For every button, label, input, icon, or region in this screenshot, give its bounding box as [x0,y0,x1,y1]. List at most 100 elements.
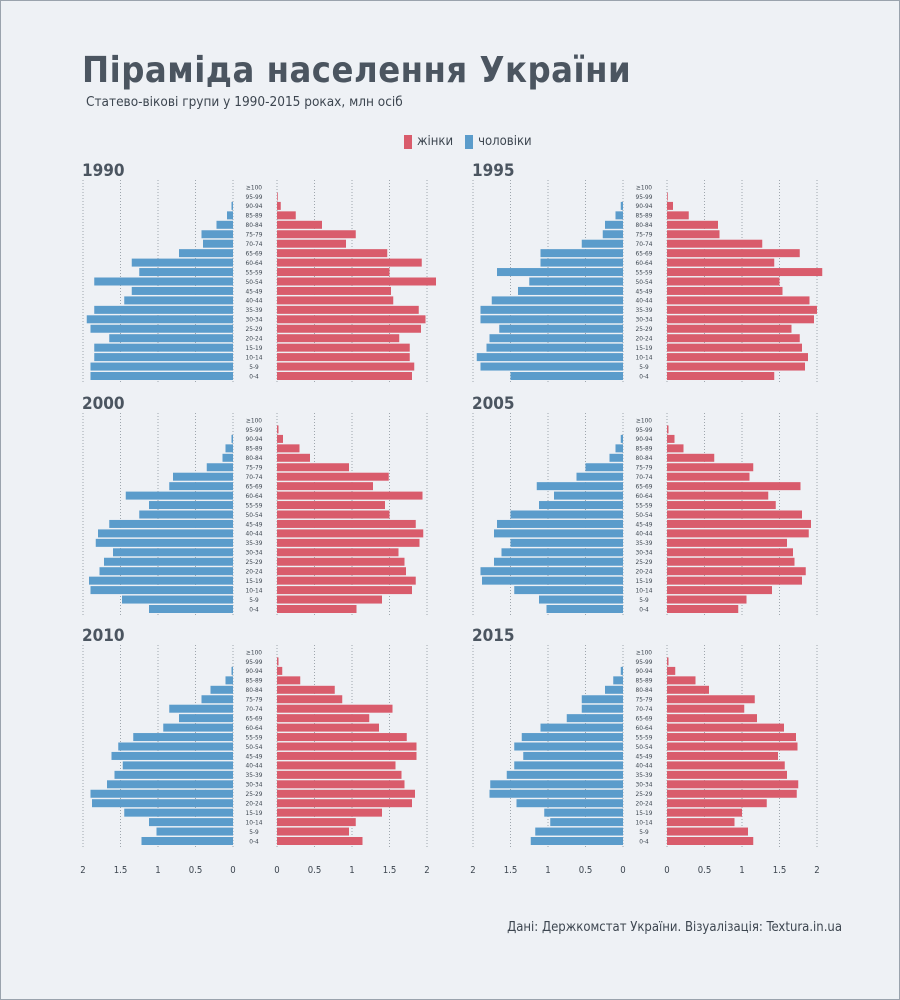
bar-women [277,453,310,462]
bar-women [277,192,278,201]
bar-men [149,605,233,613]
bar-women [277,548,399,557]
bar-men [131,258,233,267]
age-label: 5-9 [249,363,259,371]
bar-men [615,211,623,220]
age-label: ≥100 [246,648,262,656]
age-label: 35-39 [636,771,653,779]
bar-women [667,501,776,510]
age-label: 80-84 [636,454,653,462]
age-label: 10-14 [246,586,263,594]
bar-women [667,808,742,817]
bar-men [139,268,233,277]
age-label: 65-69 [636,714,653,722]
age-label: 5-9 [639,363,649,371]
bar-women [277,239,346,248]
age-label: 45-49 [636,752,653,760]
tick-label-women: 0 [664,865,669,876]
age-label: 45-49 [246,520,263,528]
tick-label-women: 1 [349,865,354,876]
bar-men [605,685,623,694]
bar-men [90,586,233,595]
bar-women [277,605,357,613]
bar-men [94,305,233,314]
bar-men [122,595,233,604]
bar-men [86,315,233,324]
bar-women [667,676,696,685]
age-label: 25-29 [246,325,263,333]
bar-women [667,605,739,613]
age-label: 40-44 [636,297,653,305]
bar-women [277,425,279,434]
age-label: 55-59 [246,268,263,276]
bar-men [149,501,233,510]
legend-men-label: чоловіки [478,134,532,149]
bar-women [667,353,808,362]
bar-men [501,548,623,557]
panel-title-1995: 1995 [472,161,515,181]
age-label: 45-49 [246,752,263,760]
bar-men [521,733,623,742]
tick-label-men: 1 [545,865,550,876]
bar-men [539,501,623,510]
age-label: 65-69 [636,482,653,490]
bar-women [277,742,417,751]
bar-women [277,557,405,566]
tick-label-women: 1.5 [773,865,787,876]
bar-women [277,695,343,704]
bar-men [124,296,233,305]
age-label: 80-84 [636,221,653,229]
bar-women [277,595,382,604]
bar-men [615,444,623,453]
bar-men [581,704,623,713]
age-label: 25-29 [246,558,263,566]
bar-women [667,491,769,500]
bar-men [163,723,233,732]
bar-women [667,286,783,295]
age-label: 0-4 [639,605,649,613]
bar-men [605,220,623,229]
bar-men [92,799,233,808]
bar-men [550,818,623,827]
age-label: 95-99 [246,426,263,434]
bar-women [277,343,410,352]
bar-women [277,201,281,210]
bar-women [667,201,673,210]
bar-men [581,695,623,704]
bar-women [277,286,391,295]
age-label: 65-69 [636,249,653,257]
panel-title-2000: 2000 [82,394,125,414]
bar-men [139,510,233,519]
bar-men [523,751,623,760]
bar-women [277,519,416,528]
bar-men [94,277,233,286]
bar-women [667,529,809,538]
bar-men [90,324,233,333]
bar-women [667,192,668,201]
bar-men [613,676,623,685]
bar-men [514,761,623,770]
bar-men [480,315,623,324]
bar-men [480,567,623,576]
bar-women [667,372,775,380]
age-label: 0-4 [639,372,649,380]
age-label: 30-34 [636,549,653,557]
bar-men [494,529,623,538]
bar-women [277,211,296,220]
legend-women-swatch [404,134,412,149]
age-label: 20-24 [246,335,263,343]
age-label: 15-19 [636,809,653,817]
age-label: 70-74 [636,473,653,481]
bar-men [486,343,623,352]
page-subtitle: Статево-вікові групи у 1990-2015 роках, … [86,94,403,110]
age-label: 80-84 [636,686,653,694]
age-label: 85-89 [246,677,263,685]
bar-women [277,576,416,585]
bar-women [277,268,390,277]
age-label: 0-4 [249,372,259,380]
bar-men [231,201,233,210]
bar-men [141,837,233,845]
bar-men [514,742,623,751]
bar-men [107,780,233,789]
bar-men [125,491,233,500]
